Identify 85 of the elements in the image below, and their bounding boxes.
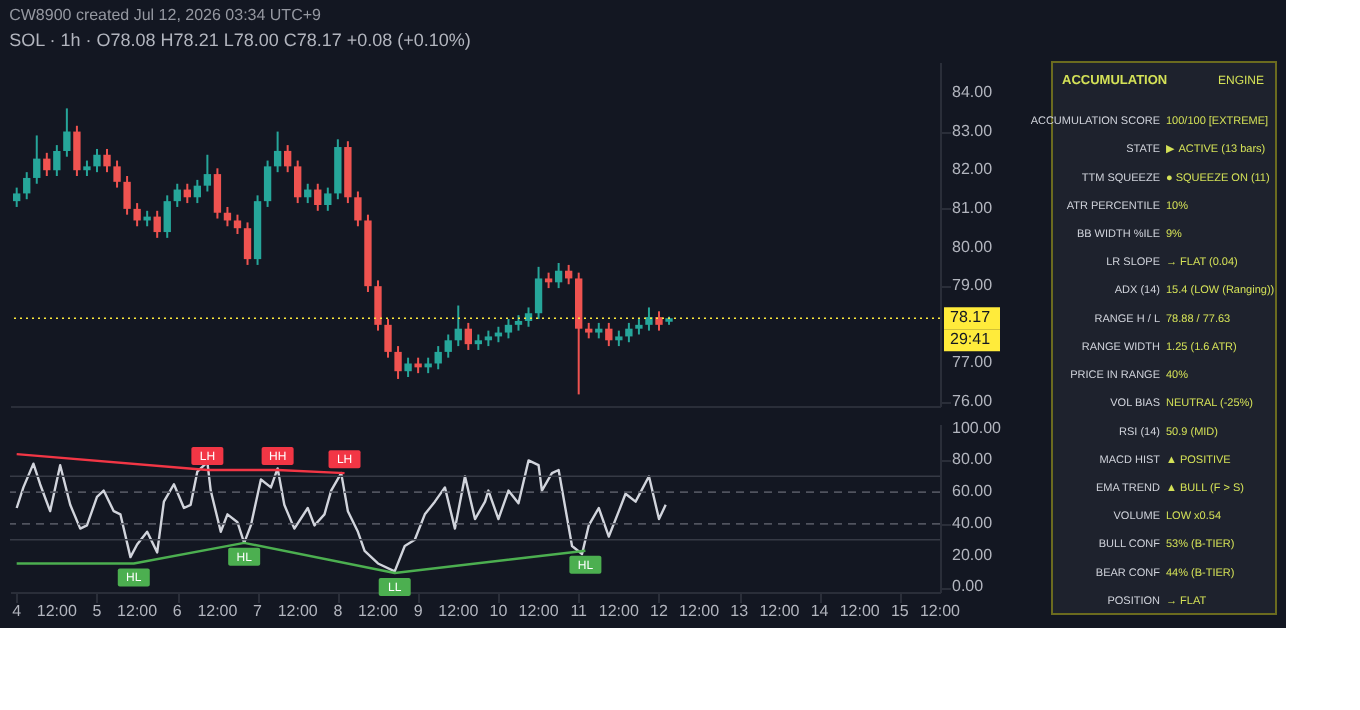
- candlestick: [283, 144, 292, 174]
- x-tick-label: 12:00: [679, 602, 721, 620]
- x-tick-label: 8: [333, 602, 344, 620]
- candlestick: [213, 167, 222, 220]
- y-tick-label: 82.00: [952, 160, 994, 179]
- x-tick-label: 14: [810, 602, 830, 620]
- x-tick-label: 12:00: [598, 602, 640, 620]
- y-tick-label: 77.00: [952, 353, 994, 372]
- candlestick: [444, 333, 452, 359]
- candlestick: [374, 279, 382, 332]
- y-tick-label: 81.00: [952, 198, 994, 217]
- candlestick: [655, 310, 663, 332]
- text: CW8900 created Jul 12, 2026 03:34 UTC+9: [9, 6, 323, 24]
- x-tick-label: 12:00: [759, 602, 801, 620]
- candlestick: [554, 261, 563, 290]
- x-tick-label: 12:00: [839, 602, 881, 620]
- candlestick: [153, 209, 161, 239]
- ref-line-label: 78.17: [950, 308, 992, 327]
- x-tick-label: 10: [489, 602, 509, 620]
- y-tick-label: 0.00: [952, 577, 985, 596]
- chart-title: SOL · 1h · O78.08 H78.21 L78.00 C78.17 +0.08 (+0.10%): [9, 30, 471, 50]
- candlestick: [113, 159, 121, 189]
- candlestick: [53, 144, 61, 178]
- candlestick: [314, 182, 322, 212]
- x-tick-label: 12:00: [197, 602, 239, 620]
- candlestick: [534, 265, 543, 321]
- x-tick-label: 12: [650, 602, 669, 620]
- candlestick: [193, 178, 202, 205]
- candlestick: [404, 356, 412, 379]
- x-tick-label: 4: [12, 602, 23, 620]
- candlestick: [103, 147, 111, 174]
- candlestick: [73, 124, 81, 178]
- candlestick: [273, 130, 282, 174]
- candlestick: [243, 221, 252, 266]
- candlestick: [324, 186, 332, 212]
- candlestick: [203, 153, 212, 193]
- candlestick: [294, 159, 302, 205]
- candlestick: [464, 321, 472, 351]
- x-tick-label: 11: [570, 602, 589, 620]
- candlestick: [13, 186, 21, 208]
- candlestick: [233, 213, 242, 235]
- y-tick-label: 84.00: [952, 82, 994, 101]
- candlestick: [605, 321, 613, 348]
- y-tick-label: 80.00: [952, 237, 994, 256]
- x-tick-label: 12:00: [36, 602, 78, 620]
- candlestick: [645, 306, 653, 332]
- candlestick: [454, 304, 462, 348]
- candlestick: [504, 318, 513, 340]
- x-tick-label: 12:00: [277, 602, 319, 620]
- candlestick: [123, 175, 131, 216]
- text: 29:41: [950, 330, 992, 349]
- y-tick-label: 80.00: [952, 450, 994, 469]
- candlestick: [394, 345, 402, 380]
- x-tick-label: 12:00: [919, 602, 962, 620]
- y-tick-label: 40.00: [952, 513, 994, 532]
- x-tick-label: 12:00: [117, 602, 159, 620]
- x-tick-label: 13: [730, 602, 750, 620]
- x-tick-label: 12:00: [357, 602, 400, 620]
- x-tick-label: 12:00: [518, 602, 560, 620]
- y-tick-label: 20.00: [952, 545, 994, 564]
- x-tick-label: 15: [890, 602, 910, 620]
- candlestick: [263, 159, 272, 208]
- candlestick: [173, 182, 181, 208]
- candlestick: [23, 171, 31, 201]
- candlestick: [354, 190, 362, 228]
- x-tick-label: 12:00: [438, 602, 480, 620]
- candlestick: [163, 194, 171, 239]
- candlestick: [133, 202, 141, 228]
- y-tick-label: 100.00: [952, 418, 1003, 437]
- y-tick-label: 79.00: [952, 276, 994, 295]
- y-tick-label: 60.00: [952, 482, 994, 501]
- candlestick: [625, 321, 633, 344]
- x-tick-label: 5: [92, 602, 103, 620]
- x-tick-label: 9: [413, 602, 424, 620]
- y-tick-label: 76.00: [952, 392, 994, 411]
- candlestick: [63, 107, 71, 158]
- candlestick: [334, 138, 342, 201]
- candlestick: [434, 345, 442, 371]
- candlestick: [43, 151, 51, 178]
- x-tick-label: 6: [172, 602, 183, 620]
- candlestick: [93, 147, 101, 174]
- x-tick-label: 7: [253, 602, 264, 620]
- candlestick: [33, 134, 41, 185]
- candlestick: [384, 318, 392, 359]
- y-tick-label: 83.00: [952, 121, 994, 140]
